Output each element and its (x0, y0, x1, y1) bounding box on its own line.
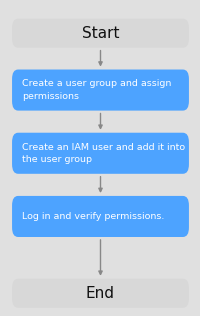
FancyBboxPatch shape (12, 133, 188, 174)
Text: End: End (86, 286, 114, 301)
Text: Create a user group and assign
permissions: Create a user group and assign permissio… (22, 79, 171, 101)
Text: Create an IAM user and add it into
the user group: Create an IAM user and add it into the u… (22, 143, 184, 164)
FancyBboxPatch shape (12, 196, 188, 237)
FancyBboxPatch shape (12, 19, 188, 48)
Text: Log in and verify permissions.: Log in and verify permissions. (22, 212, 164, 221)
FancyBboxPatch shape (12, 279, 188, 308)
Text: Start: Start (81, 26, 119, 41)
FancyBboxPatch shape (12, 70, 188, 111)
